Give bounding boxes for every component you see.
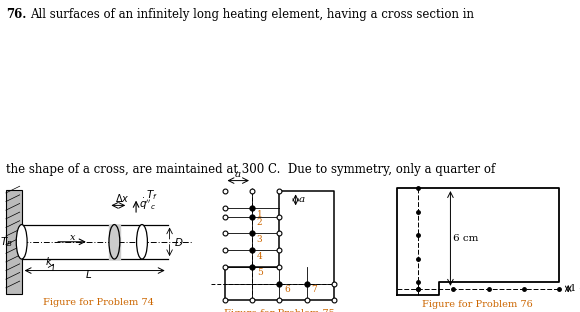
Text: 1: 1 xyxy=(257,210,263,219)
Text: a: a xyxy=(235,170,241,179)
Text: 1 cm: 1 cm xyxy=(570,284,580,293)
Text: 7: 7 xyxy=(311,285,317,294)
Text: a: a xyxy=(298,195,304,204)
Text: 2: 2 xyxy=(257,218,262,227)
Ellipse shape xyxy=(136,225,147,259)
Text: Figure for Problem 75: Figure for Problem 75 xyxy=(224,309,335,312)
Text: x: x xyxy=(70,232,75,241)
Text: $D$: $D$ xyxy=(173,236,183,248)
Ellipse shape xyxy=(16,225,27,259)
Text: $T_B$: $T_B$ xyxy=(0,235,13,249)
Text: 76.: 76. xyxy=(6,8,26,22)
Polygon shape xyxy=(6,190,21,294)
Text: 4: 4 xyxy=(257,251,263,261)
Text: the shape of a cross, are maintained at 300 C.  Due to symmetry, only a quarter : the shape of a cross, are maintained at … xyxy=(6,163,495,176)
Text: 5: 5 xyxy=(257,268,263,277)
Text: 6 cm: 6 cm xyxy=(454,234,478,243)
Text: $L$: $L$ xyxy=(85,268,92,280)
Text: $k$: $k$ xyxy=(45,255,54,267)
Text: Figure for Problem 74: Figure for Problem 74 xyxy=(43,298,154,307)
Text: $\Delta x$: $\Delta x$ xyxy=(115,192,130,203)
Text: 6: 6 xyxy=(284,285,290,294)
Text: Figure for Problem 76: Figure for Problem 76 xyxy=(422,300,532,309)
Ellipse shape xyxy=(109,225,120,259)
Text: All surfaces of an infinitely long heating element, having a cross section in: All surfaces of an infinitely long heati… xyxy=(30,8,474,22)
Text: $T_f$: $T_f$ xyxy=(146,188,158,202)
Text: 3: 3 xyxy=(257,235,262,244)
Text: $\dot{q}''_c$: $\dot{q}''_c$ xyxy=(139,197,156,212)
